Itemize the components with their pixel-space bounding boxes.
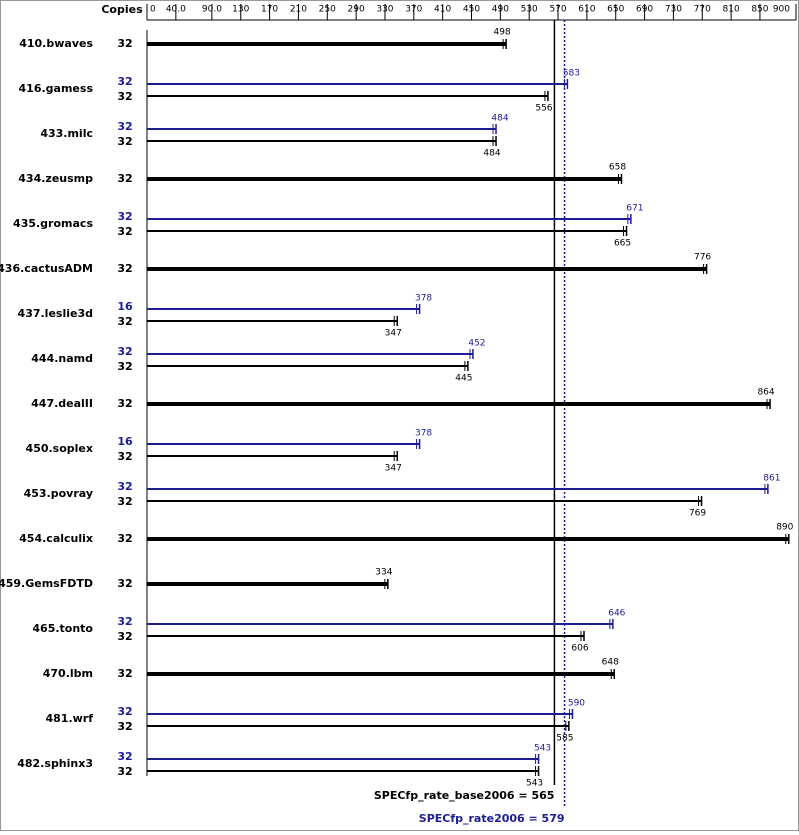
value-label: 543 xyxy=(526,779,543,789)
value-label: 671 xyxy=(626,204,643,214)
x-tick-label: 490 xyxy=(492,5,509,15)
copies: 32 xyxy=(117,750,132,763)
value-label: 556 xyxy=(535,104,552,114)
value-label: 665 xyxy=(614,239,631,249)
copies: 32 xyxy=(117,765,132,778)
copies: 32 xyxy=(117,225,132,238)
value-label: 445 xyxy=(455,374,472,384)
copies: 32 xyxy=(117,75,132,88)
benchmark-name: 444.namd xyxy=(31,352,93,365)
copies: 32 xyxy=(117,37,132,50)
copies: 32 xyxy=(117,450,132,463)
x-tick-label: 0 xyxy=(150,5,156,15)
benchmark-name: 416.gamess xyxy=(19,82,94,95)
value-label: 646 xyxy=(608,609,625,619)
benchmark-name: 470.lbm xyxy=(43,667,93,680)
reference-label: SPECfp_rate_base2006 = 565 xyxy=(374,789,555,802)
x-tick-label: 730 xyxy=(665,5,682,15)
x-tick-label: 650 xyxy=(607,5,624,15)
value-label: 776 xyxy=(694,253,711,263)
value-label: 543 xyxy=(534,744,551,754)
benchmark-name: 433.milc xyxy=(40,127,93,140)
copies: 16 xyxy=(117,435,133,448)
copies: 32 xyxy=(117,532,132,545)
value-label: 347 xyxy=(385,329,402,339)
value-label: 890 xyxy=(776,523,793,533)
x-tick-label: 370 xyxy=(405,5,422,15)
value-label: 583 xyxy=(563,69,580,79)
value-label: 590 xyxy=(568,699,585,709)
copies: 32 xyxy=(117,135,132,148)
x-tick-label: 130 xyxy=(232,5,249,15)
copies: 32 xyxy=(117,210,132,223)
value-label: 769 xyxy=(689,509,706,519)
benchmark-name: 465.tonto xyxy=(32,622,93,635)
copies: 32 xyxy=(117,315,132,328)
value-label: 484 xyxy=(483,149,500,159)
x-tick-label: 450 xyxy=(463,5,480,15)
value-label: 452 xyxy=(468,339,485,349)
copies: 32 xyxy=(117,705,132,718)
x-tick-label: 810 xyxy=(723,5,740,15)
x-tick-label: 90.0 xyxy=(202,5,222,15)
value-label: 378 xyxy=(415,294,432,304)
copies: 32 xyxy=(117,720,132,733)
x-tick-label: 770 xyxy=(694,5,711,15)
benchmark-name: 436.cactusADM xyxy=(0,262,93,275)
copies: 32 xyxy=(117,667,132,680)
value-label: 648 xyxy=(602,658,619,668)
value-label: 585 xyxy=(556,734,573,744)
x-tick-label: 900 xyxy=(773,5,790,15)
benchmark-name: 453.povray xyxy=(24,487,93,500)
value-label: 378 xyxy=(415,429,432,439)
benchmark-name: 437.leslie3d xyxy=(18,307,93,320)
copies-header: Copies xyxy=(101,3,143,16)
benchmark-name: 454.calculix xyxy=(19,532,93,545)
x-tick-label: 690 xyxy=(636,5,653,15)
copies: 32 xyxy=(117,397,132,410)
benchmark-name: 481.wrf xyxy=(45,712,93,725)
x-tick-label: 410 xyxy=(434,5,451,15)
x-tick-label: 850 xyxy=(751,5,768,15)
x-tick-label: 170 xyxy=(261,5,278,15)
copies: 32 xyxy=(117,172,132,185)
value-label: 498 xyxy=(494,28,511,38)
benchmark-name: 459.GemsFDTD xyxy=(0,577,93,590)
benchmark-name: 435.gromacs xyxy=(13,217,93,230)
reference-label: SPECfp_rate2006 = 579 xyxy=(419,812,565,825)
x-tick-label: 570 xyxy=(549,5,566,15)
copies: 32 xyxy=(117,345,132,358)
value-label: 864 xyxy=(757,388,774,398)
copies: 32 xyxy=(117,480,132,493)
benchmark-name: 434.zeusmp xyxy=(18,172,93,185)
copies: 32 xyxy=(117,630,132,643)
value-label: 484 xyxy=(491,114,508,124)
value-label: 658 xyxy=(609,163,626,173)
value-label: 861 xyxy=(763,474,780,484)
copies: 32 xyxy=(117,262,132,275)
copies: 32 xyxy=(117,577,132,590)
benchmark-name: 447.dealII xyxy=(31,397,93,410)
benchmark-name: 410.bwaves xyxy=(19,37,93,50)
x-tick-label: 530 xyxy=(521,5,538,15)
x-tick-label: 330 xyxy=(376,5,393,15)
copies: 32 xyxy=(117,90,132,103)
copies: 32 xyxy=(117,495,132,508)
x-tick-label: 250 xyxy=(319,5,336,15)
benchmark-name: 482.sphinx3 xyxy=(17,757,93,770)
x-tick-label: 210 xyxy=(290,5,307,15)
copies: 32 xyxy=(117,120,132,133)
value-label: 606 xyxy=(571,644,588,654)
copies: 32 xyxy=(117,615,132,628)
value-label: 334 xyxy=(375,568,392,578)
value-label: 347 xyxy=(385,464,402,474)
x-tick-label: 610 xyxy=(578,5,595,15)
x-tick-label: 290 xyxy=(348,5,365,15)
copies: 32 xyxy=(117,360,132,373)
copies: 16 xyxy=(117,300,133,313)
x-tick-label: 40.0 xyxy=(166,5,186,15)
benchmark-name: 450.soplex xyxy=(26,442,93,455)
